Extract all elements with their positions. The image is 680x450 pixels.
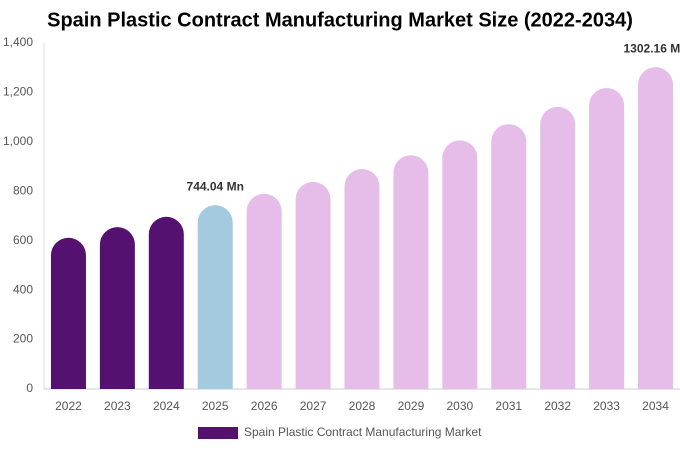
x-tick-label: 2031 [495, 399, 522, 413]
bar [491, 124, 527, 389]
value-label: 744.04 Mn [187, 179, 244, 193]
legend-swatch [198, 427, 238, 439]
bar [540, 106, 576, 390]
x-tick-label: 2033 [593, 399, 620, 413]
x-tick-label: 2034 [642, 399, 669, 413]
y-tick-label: 200 [13, 332, 33, 346]
bar [197, 205, 233, 389]
x-tick-label: 2025 [202, 399, 229, 413]
x-tick-label: 2027 [300, 399, 327, 413]
y-tick-label: 1,200 [3, 85, 33, 99]
x-tick-label: 2028 [349, 399, 376, 413]
bar [148, 216, 184, 389]
bar [99, 227, 135, 389]
bar [442, 140, 478, 389]
bar [638, 67, 674, 390]
legend-label: Spain Plastic Contract Manufacturing Mar… [244, 425, 482, 439]
bar [589, 87, 625, 389]
y-tick-label: 0 [26, 381, 33, 395]
bar [50, 237, 86, 389]
y-tick-label: 600 [13, 233, 33, 247]
bar [295, 181, 331, 389]
chart-title: Spain Plastic Contract Manufacturing Mar… [47, 9, 633, 31]
x-tick-label: 2024 [153, 399, 180, 413]
x-tick-label: 2022 [55, 399, 82, 413]
y-tick-label: 1,400 [3, 35, 33, 49]
x-tick-label: 2026 [251, 399, 278, 413]
value-label: 1302.16 Mn [624, 41, 680, 55]
bar [344, 169, 380, 389]
x-tick-label: 2032 [544, 399, 571, 413]
y-tick-label: 400 [13, 282, 33, 296]
x-tick-label: 2029 [398, 399, 425, 413]
bar [393, 155, 429, 389]
bar [246, 193, 282, 389]
x-tick-label: 2030 [446, 399, 473, 413]
y-tick-label: 1,000 [3, 134, 33, 148]
x-tick-label: 2023 [104, 399, 131, 413]
y-tick-label: 800 [13, 183, 33, 197]
